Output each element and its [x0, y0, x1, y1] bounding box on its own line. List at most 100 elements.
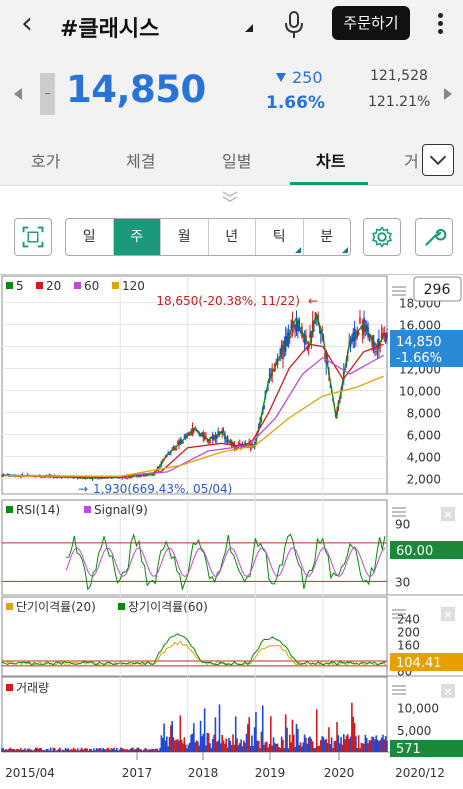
next-stock-icon[interactable] — [444, 88, 452, 100]
prev-stock-icon[interactable] — [14, 88, 22, 100]
candle-body — [198, 432, 201, 435]
volume-bar — [145, 748, 148, 752]
candle-body — [238, 443, 241, 445]
microphone-icon[interactable] — [282, 10, 306, 40]
period-week[interactable]: 주 — [113, 219, 161, 255]
volume-bar — [118, 749, 121, 752]
volume-bar — [342, 734, 345, 752]
volume-bar — [134, 749, 137, 752]
candle-body — [374, 348, 376, 350]
period-year[interactable]: 년 — [209, 219, 256, 255]
down-triangle-icon — [276, 73, 286, 82]
tab-trades[interactable]: 체결 — [126, 152, 156, 171]
period-minute[interactable]: 분 — [304, 219, 351, 255]
volume-bar — [176, 739, 179, 752]
candle-body — [217, 431, 219, 436]
volume-bar — [49, 747, 52, 752]
candle-body — [33, 476, 36, 478]
volume-legend-swatch — [6, 684, 13, 691]
candle-body — [209, 439, 211, 444]
volume-bar — [183, 737, 186, 752]
volume-bar — [193, 723, 195, 752]
tab-daily[interactable]: 일별 — [222, 152, 252, 171]
candle-body — [159, 466, 161, 468]
candle-body — [379, 343, 382, 347]
disparity-legend-label: 장기이격률(60) — [128, 600, 208, 614]
period-day[interactable]: 일 — [66, 219, 114, 255]
volume-bar — [175, 739, 178, 752]
volume-bar — [82, 749, 84, 752]
volume-bar — [361, 743, 364, 752]
volume-bar — [305, 737, 307, 752]
volume-bar — [156, 748, 159, 752]
volume-bar — [275, 744, 278, 752]
volume-bar — [363, 743, 365, 752]
tab-orderbook[interactable]: 호가 — [31, 152, 61, 171]
candle-body — [213, 435, 215, 440]
volume-bar — [364, 734, 367, 752]
disparity-legend-label: 단기이격률(20) — [16, 600, 96, 614]
candle-body — [228, 441, 230, 443]
legend-label-60: 60 — [84, 279, 99, 293]
volume-y-tick: 5,000 — [397, 724, 431, 738]
volume-bar — [188, 742, 191, 752]
wrench-icon[interactable] — [415, 218, 453, 256]
candle-body — [67, 477, 69, 479]
volume-bar — [210, 748, 213, 752]
back-chevron-icon[interactable]: ‹ — [21, 6, 33, 41]
tab-chart[interactable]: 차트 — [316, 152, 346, 171]
volume-bar — [222, 740, 225, 752]
volume-bar — [132, 747, 134, 752]
volume-bar — [113, 747, 115, 752]
fullscreen-icon[interactable] — [14, 218, 52, 256]
legend-label-120: 120 — [122, 279, 145, 293]
candle-body — [201, 432, 203, 436]
volume-bar — [143, 749, 145, 752]
period-tick[interactable]: 틱 — [256, 219, 304, 255]
tab-more[interactable]: 거 — [404, 152, 419, 171]
volume-bar — [306, 743, 309, 752]
low-arrow-icon: → — [78, 482, 88, 496]
settings-gear-icon[interactable] — [363, 218, 401, 256]
volume-bar — [102, 747, 105, 752]
candle-body — [206, 441, 209, 443]
volume-bar — [230, 744, 233, 752]
volume-bar — [351, 702, 353, 752]
volume-bar — [78, 750, 80, 752]
volume-bar — [326, 743, 329, 752]
tab-expand-chevron-icon[interactable] — [422, 144, 454, 176]
active-tab-indicator — [290, 182, 368, 185]
volume-bar — [84, 748, 87, 752]
volume-bar — [317, 746, 319, 752]
volume-bar — [6, 749, 9, 752]
collapse-handle-icon[interactable] — [220, 190, 240, 202]
volume-bar — [278, 747, 280, 752]
volume-bar — [302, 742, 305, 752]
volume-bar — [130, 747, 133, 752]
legend-label-20: 20 — [46, 279, 61, 293]
volume-bar — [174, 740, 176, 752]
volume-bar — [167, 746, 169, 752]
volume-bar — [294, 746, 296, 752]
stock-title[interactable]: #클래시스 — [60, 17, 160, 42]
volume-bar — [60, 750, 63, 752]
volume-bar — [221, 734, 223, 752]
volume-bar — [374, 739, 376, 752]
volume-bar — [234, 716, 237, 752]
volume-bar — [253, 727, 256, 752]
volume-bar — [120, 747, 122, 752]
candle-body — [320, 330, 322, 334]
period-month[interactable]: 월 — [161, 219, 209, 255]
more-menu-icon[interactable] — [430, 10, 450, 40]
candle-body — [349, 340, 352, 347]
legend-swatch-60 — [74, 282, 81, 289]
title-dropdown-icon[interactable] — [245, 24, 253, 32]
volume-bar — [236, 738, 238, 752]
volume-bar — [45, 749, 48, 752]
price-y-tick: 16,000 — [399, 319, 441, 333]
order-button[interactable]: 주문하기 — [332, 6, 410, 40]
volume-bar — [75, 750, 78, 752]
volume-bar — [168, 737, 171, 752]
close-panel-icon — [441, 507, 455, 521]
